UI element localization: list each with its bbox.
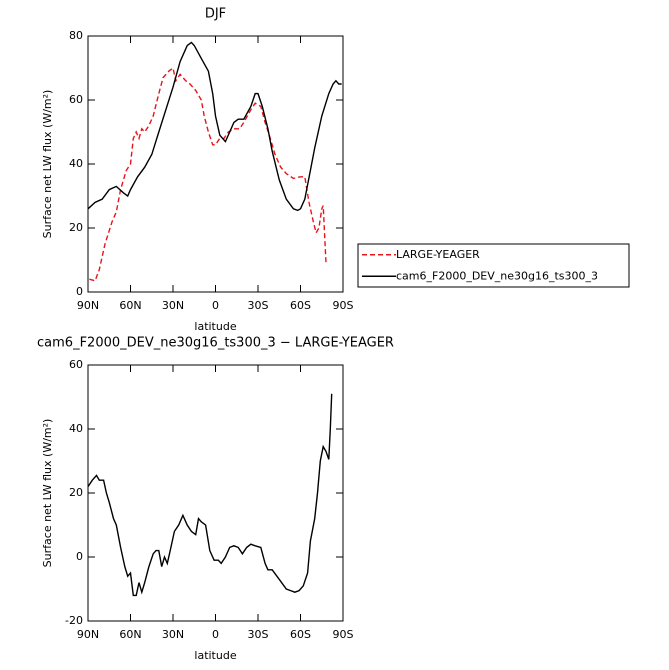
x-tick-label: 60N — [119, 299, 141, 312]
x-tick-label: 60S — [290, 628, 311, 641]
y-tick-label: 60 — [69, 358, 83, 371]
chart-title: cam6_F2000_DEV_ne30g16_ts300_3 − LARGE-Y… — [37, 336, 394, 351]
y-tick-label: 80 — [69, 29, 83, 42]
y-tick-label: 0 — [76, 285, 83, 298]
legend-box — [357, 243, 630, 288]
y-tick-label: -20 — [65, 614, 83, 627]
y-tick-label: 0 — [76, 550, 83, 563]
x-tick-label: 30S — [248, 628, 269, 641]
x-tick-label: 0 — [212, 628, 219, 641]
x-tick-label: 90N — [77, 299, 99, 312]
x-tick-label: 30N — [162, 628, 184, 641]
x-tick-label: 60N — [119, 628, 141, 641]
x-tick-label: 30N — [162, 299, 184, 312]
x-tick-label: 90S — [333, 628, 354, 641]
data-line — [87, 393, 333, 597]
y-tick-label: 40 — [69, 422, 83, 435]
x-axis-label: latitude — [194, 320, 236, 333]
x-tick-label: 60S — [290, 299, 311, 312]
plot-frame — [87, 364, 344, 622]
y-tick-label: 20 — [69, 486, 83, 499]
y-tick-label: 40 — [69, 157, 83, 170]
data-line — [87, 41, 342, 212]
x-axis-label: latitude — [194, 649, 236, 662]
chart-title: DJF — [205, 7, 226, 22]
y-axis-label: Surface net LW flux (W/m²) — [41, 419, 54, 568]
legend-label: LARGE-YEAGER — [396, 248, 480, 261]
legend-label: cam6_F2000_DEV_ne30g16_ts300_3 — [396, 269, 598, 282]
x-tick-label: 90N — [77, 628, 99, 641]
x-tick-label: 90S — [333, 299, 354, 312]
x-tick-label: 0 — [212, 299, 219, 312]
y-axis-label: Surface net LW flux (W/m²) — [41, 90, 54, 239]
x-tick-label: 30S — [248, 299, 269, 312]
y-tick-label: 60 — [69, 93, 83, 106]
plot-frame — [87, 35, 344, 293]
y-tick-label: 20 — [69, 221, 83, 234]
data-line — [89, 66, 327, 282]
